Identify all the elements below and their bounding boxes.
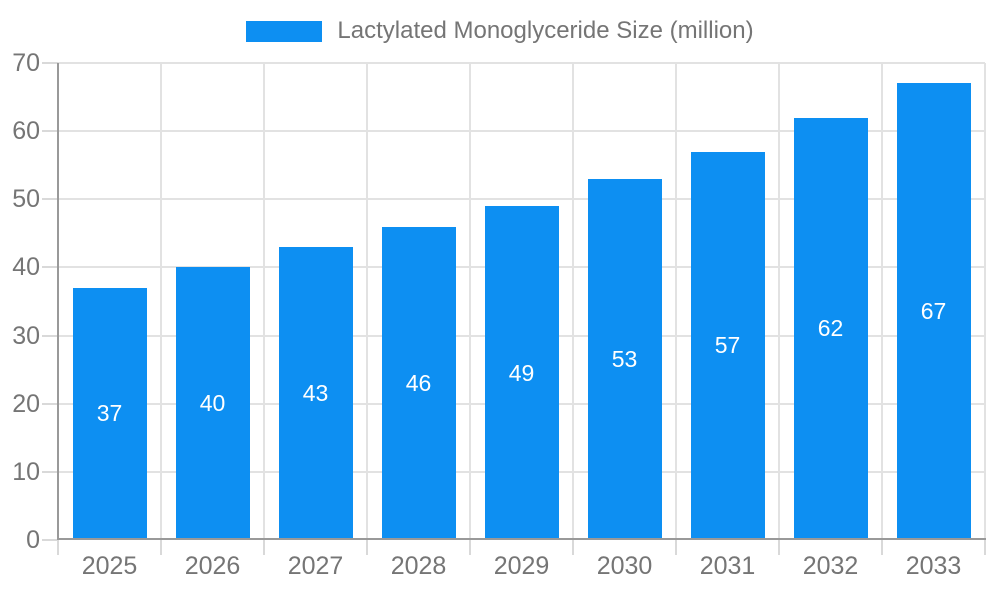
y-axis-tick: [42, 470, 58, 473]
x-axis-tick: [366, 540, 368, 555]
gridline-vertical: [881, 63, 883, 540]
y-axis-tick-label: 60: [12, 117, 40, 146]
gridline-vertical: [263, 63, 265, 540]
bar-value-label: 57: [714, 332, 741, 359]
gridline-horizontal: [58, 130, 985, 133]
x-axis-label: 2026: [184, 552, 241, 580]
x-axis-tick: [469, 540, 471, 555]
bar-2032: 62: [793, 117, 868, 540]
bar-value-label: 46: [405, 369, 432, 396]
x-axis-label: 2030: [596, 552, 653, 580]
legend-label: Lactylated Monoglyceride Size (million): [337, 17, 754, 44]
y-axis-tick: [42, 402, 58, 405]
bar-value-label: 49: [508, 359, 535, 386]
x-axis-tick: [572, 540, 574, 555]
y-axis-tick-label: 10: [12, 457, 40, 486]
gridline-vertical: [572, 63, 574, 540]
gridline-horizontal: [58, 198, 985, 201]
y-axis-tick: [42, 334, 58, 337]
y-axis-tick: [42, 266, 58, 269]
y-axis-tick: [42, 198, 58, 201]
legend-swatch: [246, 20, 323, 42]
y-axis-line: [57, 63, 59, 540]
bar-2031: 57: [690, 151, 765, 540]
x-axis-label: 2029: [493, 552, 550, 580]
x-axis-label: 2025: [81, 552, 138, 580]
x-axis-label: 2033: [905, 552, 962, 580]
x-axis-label: 2028: [390, 552, 447, 580]
x-axis-label: 2031: [699, 552, 756, 580]
y-axis-tick-label: 0: [26, 526, 40, 554]
x-axis-tick: [675, 540, 677, 555]
bar-2026: 40: [175, 267, 250, 540]
gridline-vertical: [778, 63, 780, 540]
y-axis-tick: [42, 130, 58, 133]
bar-2027: 43: [278, 247, 353, 540]
y-axis-tick-label: 20: [12, 389, 40, 418]
bar-value-label: 37: [96, 400, 123, 427]
gridline-vertical: [675, 63, 677, 540]
bar-value-label: 67: [920, 298, 947, 325]
bar-2029: 49: [484, 206, 559, 540]
gridline-vertical: [366, 63, 368, 540]
y-axis-tick: [42, 539, 58, 541]
y-axis-tick-label: 70: [12, 49, 40, 77]
y-axis-tick-label: 50: [12, 185, 40, 214]
y-axis-tick: [42, 62, 58, 64]
y-axis-tick-label: 40: [12, 253, 40, 282]
x-axis-tick: [263, 540, 265, 555]
x-axis-tick: [881, 540, 883, 555]
bar-2028: 46: [381, 226, 456, 540]
bar-2033: 67: [896, 83, 971, 540]
legend[interactable]: Lactylated Monoglyceride Size (million): [0, 17, 1000, 45]
bar-2030: 53: [587, 178, 662, 540]
gridline-horizontal: [58, 62, 985, 64]
x-axis-label: 2027: [287, 552, 344, 580]
bar-value-label: 53: [611, 345, 638, 372]
y-axis-tick-label: 30: [12, 321, 40, 350]
x-axis-tick: [160, 540, 162, 555]
bar-value-label: 62: [817, 315, 844, 342]
x-axis-tick: [57, 540, 59, 555]
x-axis-tick: [778, 540, 780, 555]
bar-value-label: 43: [302, 380, 329, 406]
bar-2025: 37: [72, 287, 147, 540]
gridline-vertical: [984, 63, 986, 540]
x-axis-tick: [984, 540, 986, 555]
x-axis-line: [57, 538, 986, 540]
plot-area: 37 40 43 46 49 53 57 62 67: [58, 62, 986, 540]
x-axis-label: 2032: [802, 552, 859, 580]
gridline-vertical: [160, 63, 162, 540]
gridline-vertical: [469, 63, 471, 540]
bar-value-label: 40: [199, 390, 226, 417]
